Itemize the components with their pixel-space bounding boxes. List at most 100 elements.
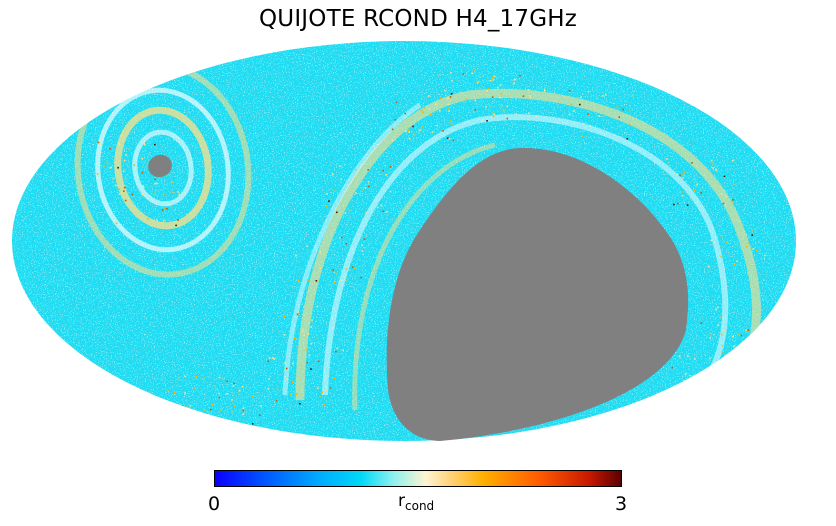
hot-speckle — [213, 419, 216, 421]
hot-speckle — [196, 430, 198, 433]
hot-speckle — [710, 239, 713, 242]
hot-speckle — [450, 123, 453, 126]
hot-speckle — [146, 162, 149, 165]
hot-speckle — [723, 175, 726, 178]
colorbar-label-main: r — [398, 491, 405, 511]
hot-speckle — [570, 103, 573, 106]
hot-speckle — [297, 311, 299, 313]
hot-speckle — [335, 272, 338, 275]
hot-speckle — [268, 357, 271, 359]
hot-speckle — [306, 361, 309, 364]
hot-speckle — [123, 186, 126, 189]
hot-speckle — [499, 96, 501, 99]
hot-speckle — [721, 193, 723, 195]
hot-speckle — [238, 390, 240, 393]
hot-speckle — [722, 202, 725, 205]
hot-speckle — [218, 392, 220, 395]
hot-speckle — [751, 229, 753, 231]
hot-speckle — [299, 402, 301, 405]
hot-speckle — [268, 378, 270, 380]
hot-speckle — [722, 395, 725, 397]
hot-speckle — [723, 329, 726, 332]
hot-speckle — [123, 190, 125, 192]
hot-speckle — [700, 192, 702, 194]
hot-speckle — [450, 93, 453, 95]
hot-speckle — [161, 209, 164, 211]
hot-speckle — [689, 374, 691, 377]
hot-speckle — [355, 168, 357, 171]
hot-speckle — [745, 329, 747, 332]
hot-speckle — [442, 130, 444, 132]
hot-speckle — [709, 357, 711, 360]
hot-speckle — [171, 206, 173, 209]
hot-speckle — [404, 116, 407, 119]
hot-speckle — [382, 210, 384, 213]
hot-speckle — [745, 246, 748, 248]
hot-speckle — [351, 266, 354, 268]
hot-speckle — [500, 106, 503, 109]
hot-speckle — [493, 113, 496, 116]
hot-speckle — [755, 249, 758, 252]
hot-speckle — [721, 351, 723, 353]
hot-speckle — [413, 134, 416, 137]
hot-speckle — [368, 185, 370, 188]
hot-speckle — [232, 385, 235, 387]
hot-speckle — [736, 260, 738, 262]
hot-speckle — [412, 125, 414, 128]
hot-speckle — [115, 222, 118, 225]
hot-speckle — [439, 98, 442, 100]
hot-speckle — [422, 111, 424, 114]
hot-speckle — [622, 108, 624, 111]
hot-speckle — [580, 96, 582, 98]
hot-speckle — [272, 357, 274, 359]
hot-speckle — [141, 157, 144, 160]
hot-speckle — [276, 399, 278, 402]
hot-speckle — [752, 248, 754, 250]
hot-speckle — [492, 76, 494, 79]
hot-speckle — [420, 109, 423, 112]
hot-speckle — [618, 116, 621, 118]
hot-speckle — [451, 79, 453, 82]
hot-speckle — [722, 344, 724, 347]
hot-speckle — [105, 160, 108, 163]
hot-speckle — [333, 281, 336, 284]
hot-speckle — [154, 182, 156, 185]
hot-speckle — [720, 333, 723, 336]
hot-speckle — [733, 345, 736, 347]
hot-speckle — [346, 279, 349, 282]
hot-speckle — [529, 96, 532, 99]
hot-speckle — [408, 137, 411, 140]
hot-speckle — [321, 391, 324, 393]
hot-speckle — [307, 279, 309, 281]
hot-speckle — [242, 418, 245, 421]
hot-speckle — [317, 360, 320, 363]
hot-speckle — [207, 430, 210, 433]
hot-speckle — [286, 378, 288, 381]
hot-speckle — [486, 120, 488, 122]
hot-speckle — [732, 159, 734, 162]
hot-speckle — [598, 115, 601, 117]
hot-speckle — [682, 174, 684, 176]
hot-speckle — [340, 279, 342, 282]
hot-speckle — [211, 403, 214, 406]
hot-speckle — [684, 373, 687, 375]
hot-speckle — [142, 186, 145, 189]
hot-speckle — [328, 200, 330, 202]
hot-speckle — [342, 349, 344, 352]
hot-speckle — [163, 219, 165, 222]
hot-speckle — [292, 362, 294, 365]
hot-speckle — [628, 110, 631, 112]
hot-speckle — [306, 245, 308, 247]
hot-speckle — [492, 79, 495, 81]
hot-speckle — [589, 124, 591, 127]
hot-speckle — [491, 77, 493, 80]
hot-speckle — [471, 72, 474, 75]
hot-speckle — [732, 373, 734, 375]
hot-speckle — [118, 193, 121, 195]
hot-speckle — [228, 427, 230, 430]
hot-speckle — [693, 190, 696, 192]
hot-speckle — [115, 184, 117, 187]
hot-speckle — [515, 113, 517, 115]
hot-speckle — [420, 127, 423, 129]
